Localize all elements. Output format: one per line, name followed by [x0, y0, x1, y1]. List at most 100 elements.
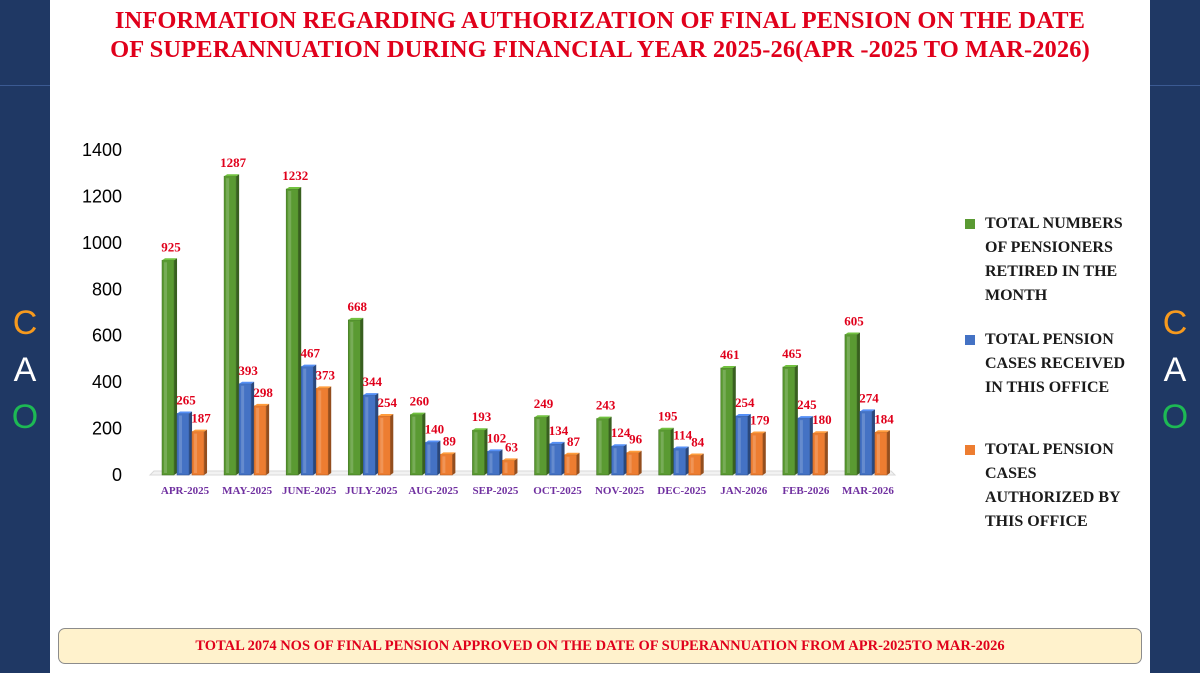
bar-top: [720, 365, 736, 368]
data-label: 1287: [220, 155, 247, 170]
legend-swatch-orange: [965, 445, 975, 455]
bar: [285, 188, 299, 476]
bar-highlight: [846, 336, 850, 473]
bar: [596, 418, 609, 476]
legend-text-line: TOTAL PENSION: [985, 441, 1114, 458]
bar-highlight: [318, 390, 322, 473]
data-label: 298: [253, 385, 273, 400]
bar-side: [546, 415, 550, 475]
legend-swatch-blue: [965, 335, 975, 345]
bar-side: [251, 381, 255, 475]
bar-top: [534, 415, 550, 418]
bar-top: [425, 440, 441, 443]
bar: [534, 416, 547, 476]
data-label: 461: [720, 347, 740, 362]
footer-summary-text: TOTAL 2074 NOS OF FINAL PENSION APPROVED…: [195, 637, 1005, 654]
left-letter-a: A: [13, 351, 37, 389]
data-label: 393: [238, 363, 258, 378]
data-label: 260: [410, 394, 430, 409]
bar: [673, 448, 687, 476]
left-side-panel: C A O: [0, 0, 50, 673]
bar: [315, 388, 329, 476]
x-category-label: JAN-2026: [720, 485, 768, 497]
bar-top: [688, 453, 704, 456]
bar: [238, 383, 252, 476]
y-tick-label: 1400: [82, 140, 122, 160]
bar-top: [564, 452, 580, 455]
bar-highlight: [660, 431, 664, 473]
bar-side: [514, 458, 518, 475]
bar-side: [328, 386, 332, 475]
bar-top: [440, 452, 456, 455]
data-label: 254: [735, 395, 755, 410]
bar-side: [856, 332, 860, 475]
bar-top: [316, 386, 332, 389]
data-label: 179: [750, 412, 770, 427]
legend-item-received: TOTAL PENSION CASES RECEIVED IN THIS OFF…: [965, 328, 1145, 400]
bar: [720, 367, 734, 476]
bar-top: [844, 332, 860, 335]
x-category-label: JUNE-2025: [282, 485, 337, 497]
bar-side: [561, 441, 565, 475]
left-panel-divider: [0, 85, 50, 86]
bar-highlight: [442, 456, 446, 473]
data-label: 465: [782, 346, 802, 361]
x-category-label: OCT-2025: [533, 485, 582, 497]
bar-highlight: [551, 445, 555, 473]
bar: [564, 454, 577, 476]
bar-highlight: [737, 418, 741, 473]
bar: [191, 431, 205, 476]
data-label: 180: [812, 412, 832, 427]
bar: [176, 413, 190, 476]
bar-highlight: [722, 369, 726, 473]
y-tick-label: 200: [92, 419, 122, 439]
data-label: 344: [363, 374, 383, 389]
bar-side: [794, 365, 798, 475]
bar-highlight: [566, 456, 570, 473]
bar-top: [859, 409, 875, 412]
bar-side: [298, 187, 302, 475]
bar: [253, 405, 267, 476]
data-label: 668: [348, 299, 368, 314]
bar-top: [874, 430, 890, 433]
bar: [735, 415, 749, 476]
bar-highlight: [876, 434, 880, 473]
legend-text-line: MONTH: [985, 287, 1048, 304]
right-cao-letters: C A O: [1150, 300, 1200, 441]
bar-side: [204, 429, 208, 475]
bar-top: [192, 429, 208, 432]
y-tick-label: 600: [92, 326, 122, 346]
bar-highlight: [164, 262, 168, 473]
left-letter-o: O: [11, 398, 39, 436]
bar-top: [596, 416, 612, 419]
bar-side: [809, 416, 813, 475]
slide-content: INFORMATION REGARDING AUTHORIZATION OF F…: [50, 0, 1150, 673]
bar-top: [472, 428, 488, 431]
data-label: 63: [505, 439, 519, 454]
bar-side: [452, 452, 456, 475]
y-tick-label: 400: [92, 372, 122, 392]
data-label: 265: [176, 392, 196, 407]
bar-highlight: [784, 369, 788, 473]
bar: [611, 445, 624, 476]
bar-side: [437, 440, 441, 475]
bar-top: [782, 365, 798, 368]
bar: [440, 454, 453, 476]
bar-highlight: [427, 444, 431, 473]
bar-top: [502, 458, 518, 461]
bar-highlight: [675, 450, 679, 473]
legend-text-line: IN THIS OFFICE: [985, 379, 1110, 396]
bar: [688, 455, 702, 476]
title-line-2: OF SUPERANNUATION DURING FINANCIAL YEAR …: [110, 36, 1090, 63]
bar-side: [236, 174, 240, 475]
data-label: 140: [425, 422, 445, 437]
bar-highlight: [489, 453, 493, 473]
bar: [223, 175, 237, 476]
y-tick-label: 800: [92, 279, 122, 299]
bar-highlight: [412, 416, 416, 473]
bar-side: [608, 416, 612, 475]
bar-top: [549, 441, 565, 444]
x-category-label: AUG-2025: [408, 485, 459, 497]
bar-highlight: [598, 420, 602, 473]
bar-highlight: [799, 420, 803, 473]
